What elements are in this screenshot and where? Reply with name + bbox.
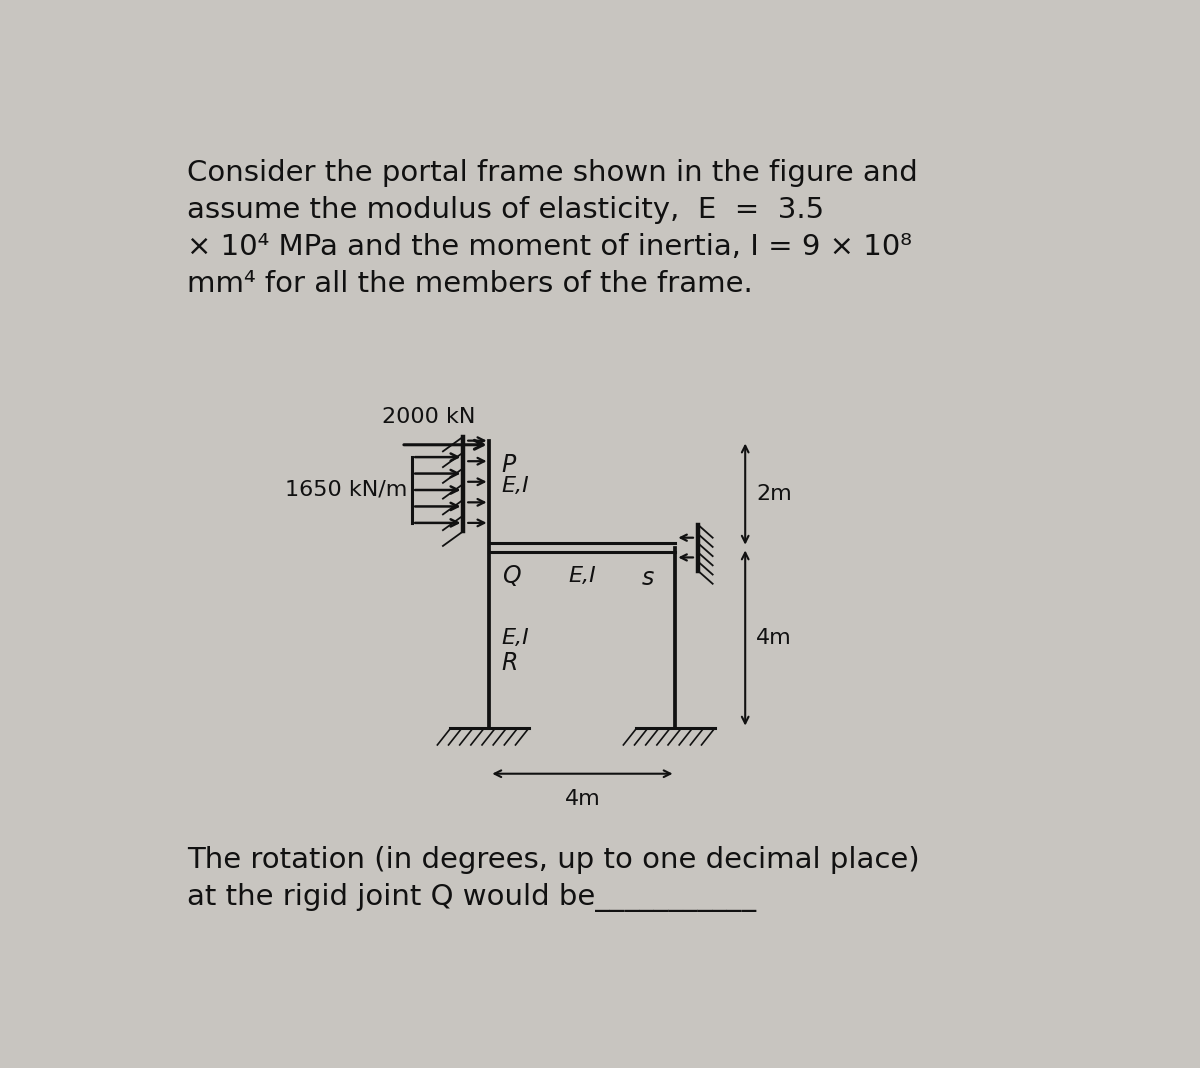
Text: E,I: E,I (502, 628, 529, 648)
Text: R: R (502, 650, 518, 675)
Text: 1650 kN/m: 1650 kN/m (286, 480, 408, 500)
Text: Q: Q (502, 564, 520, 588)
Text: at the rigid joint Q would be___________: at the rigid joint Q would be___________ (187, 882, 756, 912)
Text: assume the modulus of elasticity,  E  =  3.5: assume the modulus of elasticity, E = 3.… (187, 197, 824, 224)
Text: × 10⁴ MPa and the moment of inertia, I = 9 × 10⁸: × 10⁴ MPa and the moment of inertia, I =… (187, 234, 912, 262)
Text: 4m: 4m (564, 788, 600, 808)
Text: 2m: 2m (756, 484, 792, 504)
Text: mm⁴ for all the members of the frame.: mm⁴ for all the members of the frame. (187, 270, 752, 298)
Text: 4m: 4m (756, 628, 792, 648)
Text: 2000 kN: 2000 kN (383, 407, 475, 427)
Text: E,I: E,I (502, 476, 529, 496)
Text: The rotation (in degrees, up to one decimal place): The rotation (in degrees, up to one deci… (187, 846, 920, 874)
Text: Consider the portal frame shown in the figure and: Consider the portal frame shown in the f… (187, 159, 918, 187)
Text: s: s (642, 566, 654, 590)
Text: E,I: E,I (569, 566, 596, 585)
Text: P: P (502, 453, 516, 477)
